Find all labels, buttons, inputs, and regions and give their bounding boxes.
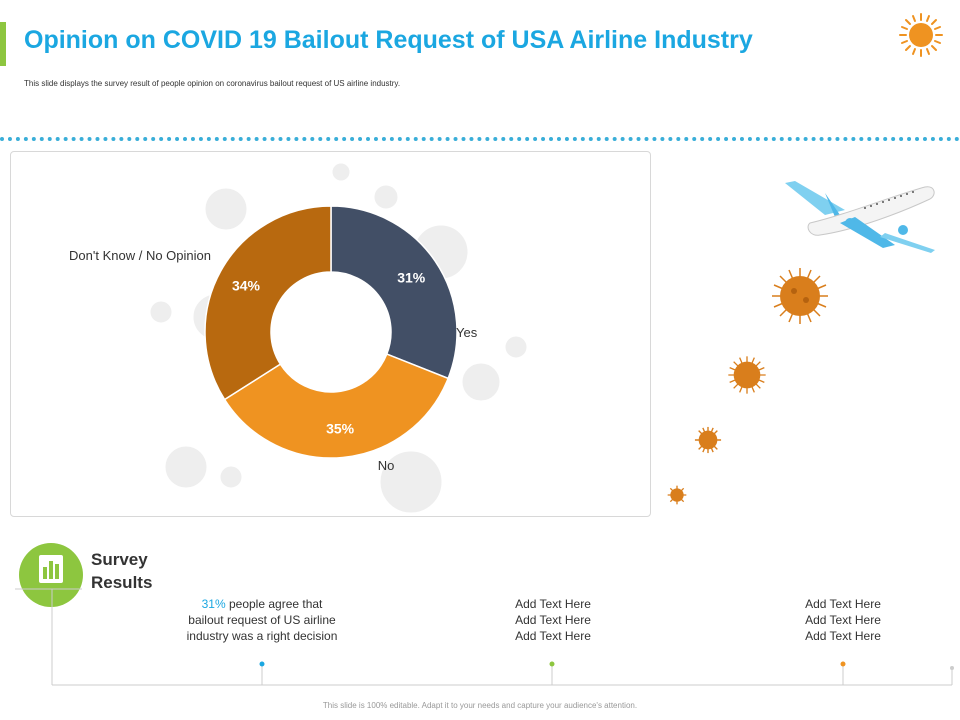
slice-value-label: 35% bbox=[326, 421, 355, 437]
virus-icon bbox=[728, 356, 766, 394]
survey-results-title: Survey Results bbox=[91, 550, 153, 592]
survey-result-3: Add Text Here Add Text Here Add Text Her… bbox=[805, 597, 881, 643]
virus-icon bbox=[667, 485, 687, 505]
survey-result-1: 31% people agree that bailout request of… bbox=[186, 597, 338, 643]
category-label: Yes bbox=[456, 325, 478, 340]
category-label: No bbox=[378, 458, 395, 473]
slice-value-label: 31% bbox=[397, 269, 426, 285]
virus-icon bbox=[772, 268, 828, 324]
bar-chart-icon bbox=[39, 555, 63, 583]
timeline-dot bbox=[549, 661, 555, 667]
survey-results-badge bbox=[19, 543, 83, 607]
airplane-icon bbox=[785, 181, 935, 253]
page-title: Opinion on COVID 19 Bailout Request of U… bbox=[24, 26, 753, 54]
survey-result-1-percent: 31% bbox=[201, 597, 226, 611]
page-subtitle: This slide displays the survey result of… bbox=[24, 79, 401, 88]
virus-icon bbox=[694, 426, 722, 454]
timeline-dot bbox=[259, 661, 265, 667]
timeline bbox=[15, 588, 954, 686]
title-accent-bar bbox=[0, 22, 6, 66]
sun-icon bbox=[899, 13, 943, 57]
donut-slice-don-t-know-no-opinion bbox=[204, 205, 332, 401]
timeline-dot bbox=[840, 661, 846, 667]
category-label: Don't Know / No Opinion bbox=[69, 248, 211, 263]
slice-value-label: 34% bbox=[232, 277, 261, 293]
donut-slice-yes bbox=[330, 205, 458, 380]
survey-result-2: Add Text Here Add Text Here Add Text Her… bbox=[515, 597, 591, 643]
donut-slice-no bbox=[223, 353, 450, 459]
timeline-dot bbox=[950, 666, 954, 670]
footer-note: This slide is 100% editable. Adapt it to… bbox=[322, 701, 638, 710]
donut-chart: 31% 35% 34% Yes No Don't Know / No Opinion bbox=[69, 163, 527, 513]
section-divider bbox=[0, 137, 960, 141]
chart-panel: 31% 35% 34% Yes No Don't Know / No Opinion bbox=[10, 151, 651, 517]
virus-background bbox=[150, 163, 527, 513]
